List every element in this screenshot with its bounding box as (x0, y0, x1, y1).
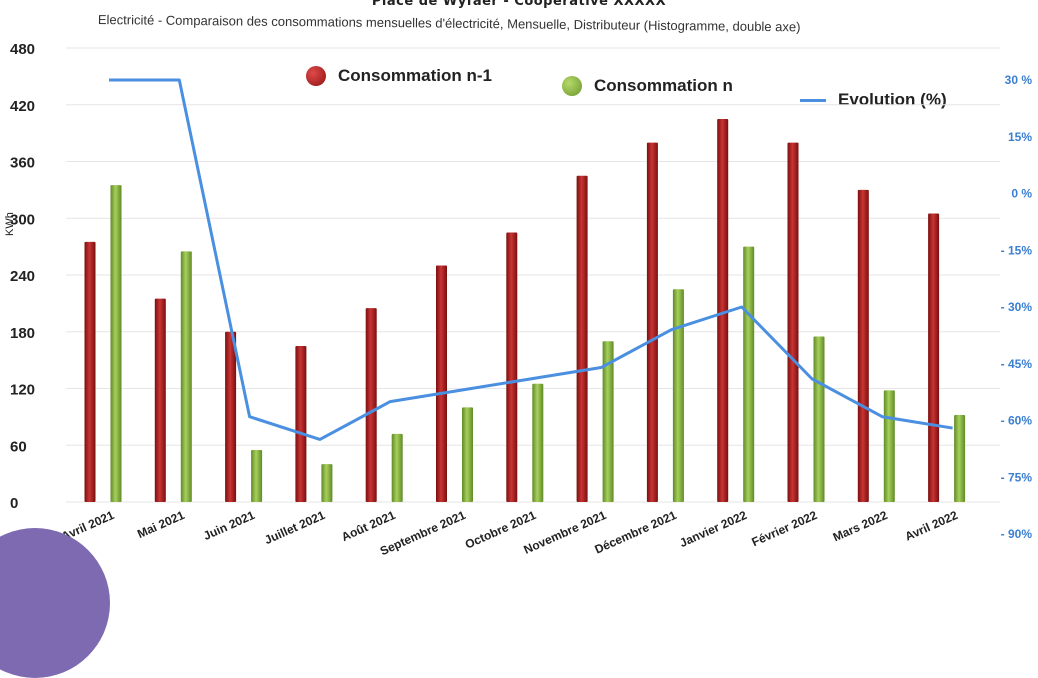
y-tick-label: 480 (10, 41, 35, 58)
bar-current (954, 414, 966, 502)
x-tick-label: Mars 2022 (831, 508, 890, 545)
bar-current (462, 407, 473, 502)
bar-current (743, 246, 755, 502)
y-tick-label: 120 (10, 382, 35, 399)
x-tick-label: Juillet 2021 (262, 508, 327, 547)
legend-item-current: Consommation n (562, 76, 733, 96)
y2-tick-label: 0 % (1011, 187, 1032, 201)
y2-tick-label: 15% (1008, 130, 1032, 144)
y-tick-label: 240 (10, 268, 35, 285)
bar-current (321, 464, 333, 502)
bar-previous (928, 213, 940, 503)
bar-previous (717, 118, 729, 502)
bar-current (532, 383, 544, 502)
y2-tick-label: - 60% (1001, 414, 1033, 428)
y2-tick-label: - 45% (1001, 357, 1033, 371)
y2-tick-label: - 75% (1001, 470, 1033, 484)
right-axis-ticks: - 90% - 75% - 60% - 45% - 30% - 15% 0 % 15% 30 % (1001, 73, 1033, 541)
bar-previous (84, 241, 96, 503)
evolution-series-line (109, 78, 953, 441)
legend-swatch-previous (306, 66, 326, 86)
report-title: Place de Wyfaer - Coopérative XXXXX (371, 0, 667, 9)
y2-tick-label: - 30% (1001, 300, 1033, 314)
bar-current (391, 433, 403, 502)
x-tick-label: Avril 2022 (903, 508, 960, 544)
legend-label-current: Consommation n (594, 76, 733, 95)
x-tick-label: Août 2021 (339, 508, 397, 544)
legend-swatch-evolution (800, 98, 826, 102)
bar-previous (576, 175, 588, 502)
bar-previous (225, 331, 237, 502)
bar-previous (436, 265, 447, 502)
bar-previous (365, 308, 377, 502)
chart-canvas: 0 60 120 180 240 300 360 420 480 - 90% - 75% - 60%… (10, 41, 1033, 558)
bar-current (672, 289, 684, 502)
y-tick-label: 300 (10, 211, 35, 228)
x-tick-label: Mai 2021 (135, 508, 187, 541)
bars (84, 118, 966, 503)
bar-previous (295, 345, 307, 502)
y2-tick-label: - 90% (1001, 527, 1033, 541)
x-tick-label: Juin 2021 (201, 508, 257, 543)
x-axis-ticks: Avril 2021 Mai 2021 Juin 2021 Juillet 2021 A… (59, 508, 960, 558)
legend-item-previous: Consommation n-1 (306, 66, 492, 86)
y-tick-label: 420 (10, 98, 35, 115)
legend-swatch-current (562, 76, 582, 96)
bar-current (180, 251, 192, 502)
y-tick-label: 60 (10, 438, 27, 455)
bar-previous (506, 232, 518, 502)
y-tick-label: 0 (10, 495, 18, 512)
left-axis-ticks: 0 60 120 180 240 300 360 420 480 (10, 41, 35, 512)
bar-previous (154, 298, 166, 502)
x-tick-label: Janvier 2022 (677, 508, 749, 550)
bar-current (883, 390, 895, 502)
bar-current (110, 185, 122, 503)
bar-previous (646, 142, 658, 503)
legend-label-previous: Consommation n-1 (338, 66, 492, 85)
evolution-line (109, 78, 953, 441)
y2-tick-label: - 15% (1001, 243, 1033, 257)
bar-current (813, 336, 825, 502)
bar-previous (857, 189, 869, 502)
x-tick-label: Février 2022 (750, 508, 820, 549)
bar-current (251, 449, 263, 502)
grid-lines (66, 47, 1000, 503)
y2-tick-label: 30 % (1005, 73, 1033, 87)
y-tick-label: 360 (10, 155, 35, 172)
bar-previous (787, 142, 799, 503)
y-tick-label: 180 (10, 325, 35, 342)
bar-current (602, 341, 614, 502)
